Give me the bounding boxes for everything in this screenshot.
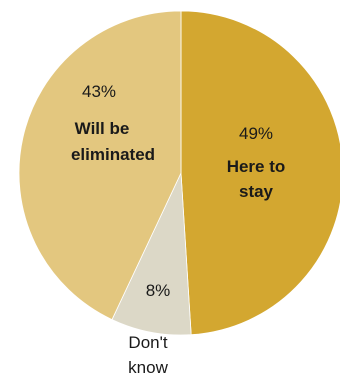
slice-label-will-be-eliminated-line2: eliminated xyxy=(71,145,155,164)
slice-label-here-to-stay-line2: stay xyxy=(239,182,274,201)
slice-label-here-to-stay-line1: Here to xyxy=(227,157,286,176)
slice-label-dont-know-line1: Don't xyxy=(128,333,167,352)
pct-label-dont-know: 8% xyxy=(146,281,171,300)
pie-slice-here-to-stay xyxy=(180,10,340,336)
slice-label-dont-know-line2: know xyxy=(128,358,168,377)
pie-slice-will-be-eliminated xyxy=(18,10,182,321)
pct-label-here-to-stay: 49% xyxy=(239,124,273,143)
pct-label-will-be-eliminated: 43% xyxy=(82,82,116,101)
slice-label-will-be-eliminated-line1: Will be xyxy=(75,119,130,138)
